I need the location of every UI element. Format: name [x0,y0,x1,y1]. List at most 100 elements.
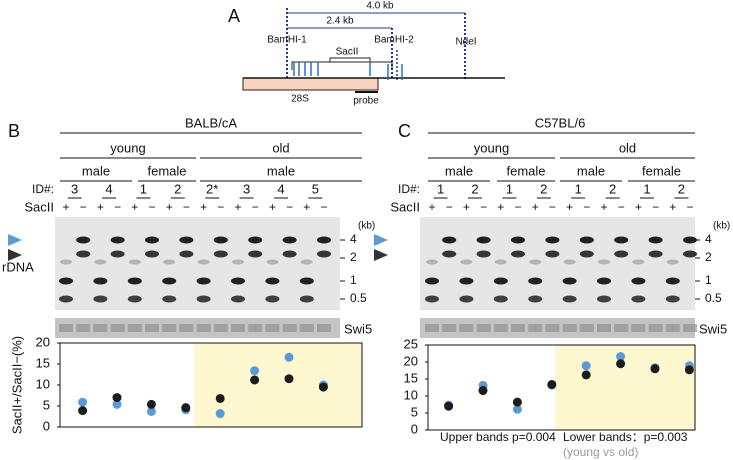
band [299,295,314,303]
band [614,236,629,244]
distance-label: 4.0 kb [366,1,394,12]
control-label: Swi5 [344,321,372,336]
loading-band [545,324,560,332]
band [248,250,263,258]
loading-band [231,324,245,332]
id-label: 2 [678,181,685,196]
lane-label: + [131,200,138,214]
band [145,236,159,244]
enzyme-label: SacII [24,199,54,214]
band [529,259,542,265]
band [425,295,439,303]
loading-band [179,324,194,332]
band [579,250,594,258]
loading-band [562,324,577,332]
band [598,259,610,265]
size-label: 0.5 [350,291,367,305]
size-label: 2 [705,250,712,264]
id-label: 4 [105,181,112,196]
id-label: 5 [312,181,319,196]
band [665,277,680,285]
band [648,250,663,258]
id-label: 1 [575,181,582,196]
data-point [444,401,454,411]
y-tick-label: 15 [36,355,50,370]
lane-label: − [217,200,224,214]
band [93,277,108,285]
loading-band [648,324,663,332]
lower-band-arrow [374,249,388,261]
sex-label: female [642,163,681,178]
band [93,295,108,303]
band [562,277,577,285]
probe-label: probe [353,96,379,107]
id-label: 1 [140,181,147,196]
lane-label: + [269,200,276,214]
y-tick-label: 15 [404,370,418,385]
loading-band [493,324,508,332]
old-shade [555,345,695,430]
lane-label: + [234,200,241,214]
data-point [78,397,88,407]
band [59,277,73,285]
lower-band-arrow [8,249,22,261]
lane-label: + [303,200,310,214]
band [528,277,543,285]
band [476,236,491,244]
loading-band [213,324,228,332]
band [163,259,176,265]
distance-label: 2.4 kb [326,16,354,27]
band [231,295,245,303]
loading-band [76,324,91,332]
id-label: 2 [609,181,616,196]
control-label: Swi5 [699,321,727,336]
site-label: SacII [336,47,359,58]
upper-band-arrow [374,234,388,246]
loading-band [459,324,474,332]
loading-band [145,324,159,332]
data-point [616,352,626,362]
size-label: 4 [350,232,357,246]
lane-label: − [446,200,453,214]
loading-band [528,324,543,332]
band [442,250,457,258]
band [579,236,594,244]
lane-label: + [62,200,69,214]
lane-label: − [549,200,556,214]
sex-label: male [445,163,473,178]
lane-label: + [669,200,676,214]
band [442,236,457,244]
28s-region [242,77,379,91]
y-tick-label: 5 [43,397,50,412]
band [597,277,611,285]
age-label: old [272,140,289,155]
panel-label: A [228,6,240,26]
lane-label: − [480,200,487,214]
data-point [112,399,122,409]
band [196,295,211,303]
id-label: 4 [277,181,284,196]
data-point [250,366,260,376]
size-label: 1 [350,273,357,287]
lane-label: − [618,200,625,214]
lane-label: − [320,200,327,214]
lane-label: + [497,200,504,214]
band [631,277,646,285]
band [76,236,91,244]
id-label: 2 [540,181,547,196]
id-label: 2* [206,181,218,196]
band [665,295,680,303]
band [476,250,491,258]
data-point [78,406,88,416]
band [196,277,211,285]
band [459,295,474,303]
band [231,277,245,285]
band [493,277,508,285]
band [426,259,438,265]
band [197,259,210,265]
band [460,259,473,265]
age-label: young [474,140,509,155]
lane-label: − [80,200,87,214]
lane-label: + [532,200,539,214]
